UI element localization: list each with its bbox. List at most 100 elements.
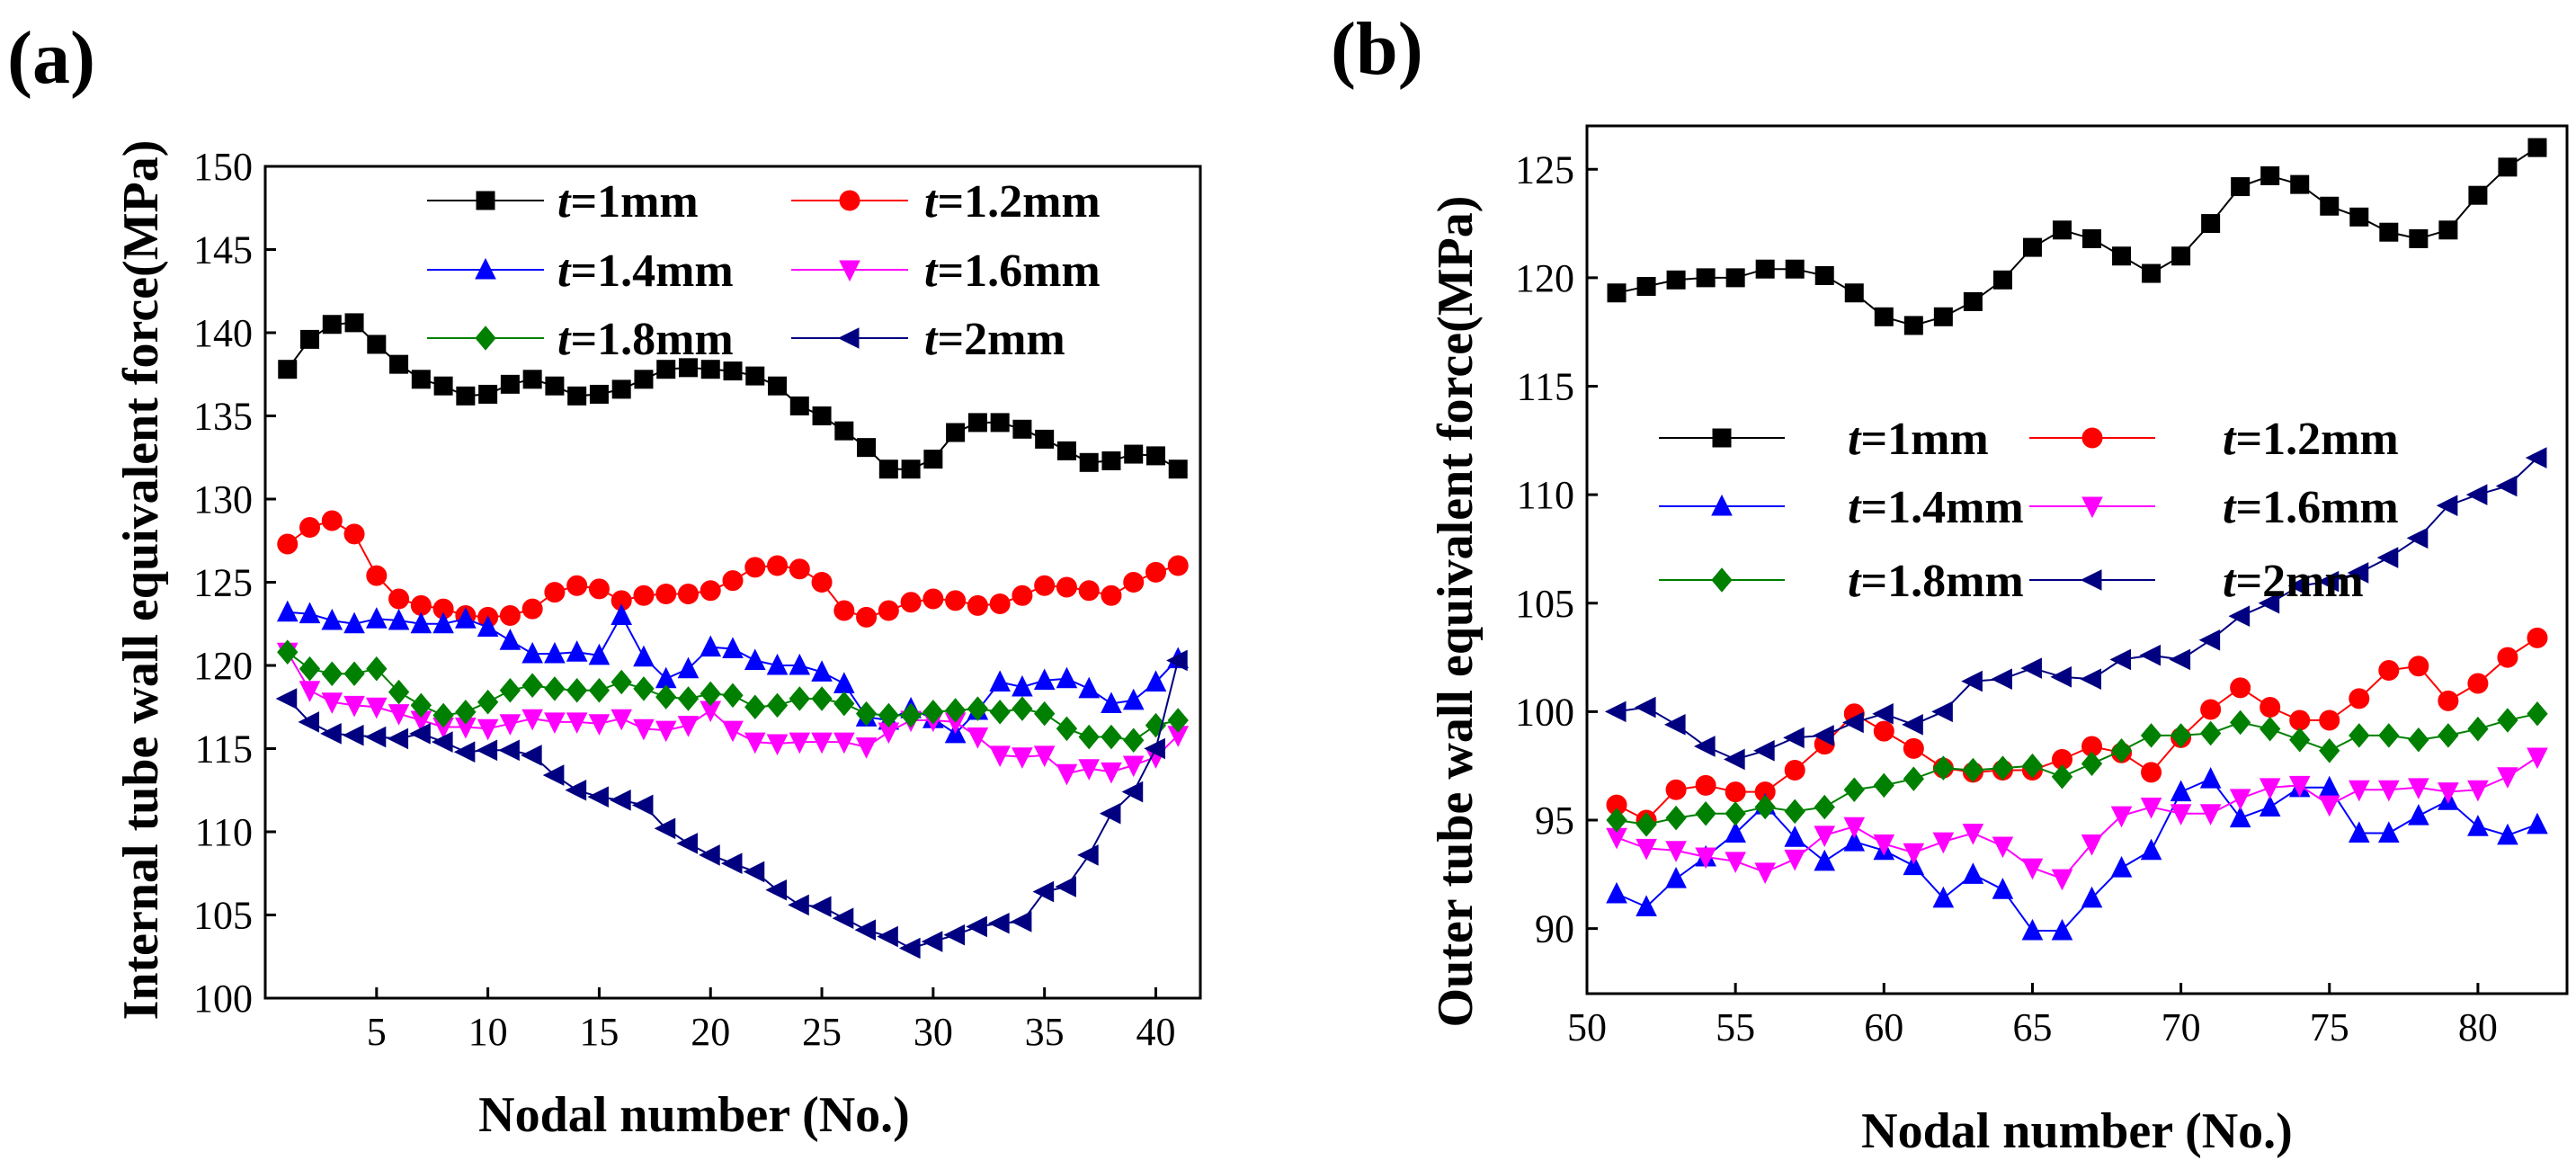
panel-a-data-point bbox=[1168, 460, 1188, 479]
panel-b-data-point bbox=[1992, 755, 2014, 781]
panel-a-data-point bbox=[500, 374, 520, 394]
panel-b-data-point bbox=[1604, 701, 1627, 723]
panel-b-data-point bbox=[1785, 259, 1805, 279]
panel-b-data-point bbox=[2199, 767, 2222, 789]
panel-b-data-point bbox=[2140, 798, 2162, 819]
panel-a-data-point bbox=[342, 724, 364, 746]
panel-a-data-point bbox=[566, 677, 588, 703]
panel-b-series-t=1.8mm bbox=[1606, 701, 2548, 837]
panel-a-data-point bbox=[967, 727, 989, 749]
panel-a-data-point bbox=[700, 635, 722, 657]
panel-b-data-point bbox=[1725, 852, 1746, 873]
panel-b-data-point bbox=[2527, 138, 2547, 157]
panel-a-y-tick-label: 140 bbox=[193, 311, 253, 355]
panel-a-legend-label: t=1.8mm bbox=[557, 314, 734, 365]
panel-a-data-point bbox=[343, 695, 365, 718]
panel-a-data-point bbox=[544, 641, 566, 664]
panel-b-y-tick-label: 115 bbox=[1517, 365, 1574, 409]
panel-b-data-point bbox=[2497, 823, 2518, 845]
panel-b-legend-marker bbox=[2081, 427, 2103, 449]
panel-b-data-point bbox=[2349, 688, 2370, 709]
panel-a-data-point bbox=[366, 656, 388, 682]
panel-a-data-point bbox=[1056, 666, 1078, 689]
panel-b-data-point bbox=[2229, 806, 2251, 828]
panel-b-data-point bbox=[1753, 739, 1775, 762]
panel-b-data-point bbox=[1932, 886, 1955, 908]
panel-b-data-point bbox=[2258, 592, 2280, 614]
panel-b-data-point bbox=[2052, 220, 2072, 240]
panel-a-data-point bbox=[878, 600, 899, 621]
panel-b-data-point bbox=[1695, 800, 1716, 826]
panel-a-data-point bbox=[834, 421, 854, 441]
panel-b-data-point bbox=[2376, 547, 2399, 568]
panel-b-data-point bbox=[2320, 196, 2340, 216]
panel-b-data-point bbox=[2140, 723, 2162, 748]
panel-a-data-point bbox=[566, 712, 588, 735]
panel-b-data-point bbox=[1724, 748, 1745, 771]
panel-b-data-point bbox=[2527, 701, 2548, 727]
panel-b-data-point bbox=[2408, 656, 2429, 677]
panel-b-data-point bbox=[2021, 918, 2044, 941]
panel-a-legend-marker bbox=[475, 326, 496, 351]
panel-a-data-point bbox=[631, 794, 654, 817]
panel-b-data-point bbox=[2438, 220, 2458, 240]
panel-a-data-point bbox=[366, 607, 388, 629]
panel-b-data-point bbox=[2467, 673, 2489, 694]
panel-a-data-point bbox=[589, 384, 609, 404]
panel-a-data-point bbox=[1122, 688, 1145, 710]
panel-b-series-t=1mm bbox=[1607, 138, 2547, 335]
panel-a-data-point bbox=[1123, 727, 1145, 754]
panel-b-data-point bbox=[1992, 270, 2012, 290]
panel-a-data-point bbox=[544, 582, 566, 603]
panel-a-data-point bbox=[809, 896, 832, 918]
panel-a-series-t=1.8mm bbox=[277, 639, 1189, 754]
panel-a-data-point bbox=[811, 686, 833, 711]
panel-b-data-point bbox=[2378, 821, 2400, 843]
panel-b-data-point bbox=[2260, 697, 2281, 718]
panel-a-data-point bbox=[477, 689, 499, 715]
panel-a-data-point bbox=[343, 661, 365, 687]
panel-b-data-point bbox=[2378, 660, 2400, 682]
panel-b-legend: t=1mm t=1.2mm t=1.4mm t=1.6mm t=1.8mm t=2mm bbox=[1659, 414, 2399, 607]
panel-a-data-point bbox=[320, 723, 342, 745]
panel-a-legend-marker bbox=[839, 190, 860, 211]
panel-b-legend-item: t=1mm bbox=[1659, 414, 1989, 465]
panel-a-data-point bbox=[923, 450, 943, 469]
panel-a-data-point bbox=[857, 438, 877, 458]
panel-a-data-point bbox=[611, 669, 632, 695]
panel-b-data-point bbox=[2349, 723, 2370, 748]
panel-a-x-tick-label: 20 bbox=[691, 1010, 730, 1054]
panel-b-data-point bbox=[2112, 246, 2132, 266]
panel-a-legend-item: t=1.6mm bbox=[791, 245, 1101, 297]
panel-a-data-point bbox=[300, 329, 320, 349]
panel-a-x-tick-label: 15 bbox=[579, 1010, 619, 1054]
panel-b-data-point bbox=[2525, 447, 2547, 468]
panel-a-data-point bbox=[789, 732, 811, 754]
panel-a-data-point bbox=[1145, 561, 1166, 583]
panel-b-data-point bbox=[2349, 207, 2369, 227]
panel-a-data-point bbox=[811, 572, 833, 593]
panel-b-data-point bbox=[1666, 270, 1686, 290]
panel-a-data-point bbox=[1056, 441, 1076, 460]
panel-b-data-point bbox=[1784, 760, 1805, 781]
panel-b-data-point bbox=[2081, 751, 2103, 777]
panel-a-data-point bbox=[388, 704, 410, 726]
panel-a-data-point bbox=[521, 745, 542, 766]
panel-b-legend-marker bbox=[1711, 567, 1733, 593]
panel-a-data-point bbox=[878, 702, 899, 728]
panel-a-data-point bbox=[499, 677, 521, 703]
panel-a-x-tick-label: 25 bbox=[802, 1010, 842, 1054]
panel-b-legend-label: t=1mm bbox=[1848, 414, 1989, 465]
panel-a-data-point bbox=[299, 516, 321, 538]
panel-a-data-point bbox=[544, 712, 566, 735]
panel-a-data-point bbox=[967, 594, 988, 616]
panel-a-data-point bbox=[789, 396, 809, 415]
panel-b-legend-item: t=1.4mm bbox=[1659, 482, 2024, 533]
panel-a-data-point bbox=[610, 790, 631, 811]
panel-b-data-point bbox=[1814, 825, 1836, 848]
panel-b-data-point bbox=[1725, 781, 1746, 803]
panel-a-data-point bbox=[945, 590, 967, 611]
panel-a-data-point bbox=[677, 716, 700, 737]
panel-b-data-point bbox=[2438, 690, 2459, 711]
